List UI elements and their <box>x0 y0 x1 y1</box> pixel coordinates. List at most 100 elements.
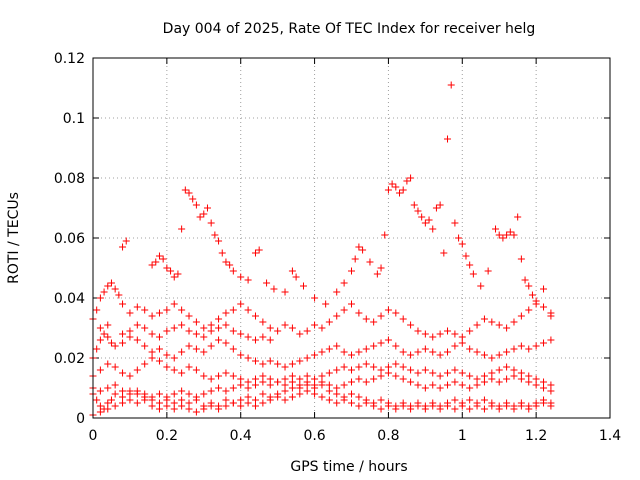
data-point-plus <box>318 378 326 386</box>
data-point-plus <box>141 324 149 332</box>
data-point-plus <box>540 339 548 347</box>
y-tick-label: 0.12 <box>54 51 85 67</box>
data-point-plus <box>392 183 400 191</box>
data-point-plus <box>348 366 355 374</box>
data-points <box>89 81 555 419</box>
data-point-plus <box>178 396 186 404</box>
data-point-plus <box>244 393 252 401</box>
data-point-plus <box>480 372 488 380</box>
data-point-plus <box>540 399 548 407</box>
data-point-plus <box>451 342 459 350</box>
data-point-plus <box>458 402 466 410</box>
data-point-plus <box>226 261 234 269</box>
data-point-plus <box>93 396 101 404</box>
data-point-plus <box>299 282 307 290</box>
data-point-plus <box>96 387 104 395</box>
data-point-plus <box>532 297 540 305</box>
data-point-plus <box>192 330 200 338</box>
data-point-plus <box>148 348 156 356</box>
data-point-plus <box>407 366 415 374</box>
data-point-plus <box>133 336 141 344</box>
data-point-plus <box>222 258 230 266</box>
data-point-plus <box>466 384 474 392</box>
data-point-plus <box>532 381 540 389</box>
data-point-plus <box>148 330 156 338</box>
data-point-plus <box>185 342 193 350</box>
data-point-plus <box>503 402 511 410</box>
data-point-plus <box>370 363 378 371</box>
data-point-plus <box>384 363 392 371</box>
data-point-plus <box>517 342 525 350</box>
data-point-plus <box>237 273 245 281</box>
data-point-plus <box>281 381 289 389</box>
data-point-plus <box>215 237 223 245</box>
x-tick-label: 0.2 <box>156 428 178 444</box>
data-point-plus <box>170 405 178 413</box>
data-point-plus <box>403 177 411 185</box>
data-point-plus <box>119 399 127 407</box>
data-point-plus <box>251 312 259 320</box>
data-point-plus <box>525 372 533 380</box>
data-point-plus <box>170 324 178 332</box>
data-point-plus <box>126 372 134 380</box>
data-point-plus <box>414 402 422 410</box>
data-point-plus <box>388 180 396 188</box>
data-point-plus <box>458 339 466 347</box>
data-point-plus <box>251 249 259 257</box>
data-point-plus <box>488 318 496 326</box>
data-point-plus <box>288 360 296 368</box>
data-point-plus <box>466 396 474 404</box>
data-point-plus <box>292 273 300 281</box>
data-point-plus <box>503 348 511 356</box>
data-point-plus <box>296 357 304 365</box>
data-point-plus <box>141 306 149 314</box>
data-point-plus <box>200 324 208 332</box>
data-point-plus <box>178 225 186 233</box>
y-tick-label: 0.08 <box>54 171 85 187</box>
data-point-plus <box>203 204 211 212</box>
y-tick-label: 0.1 <box>63 111 85 127</box>
grid-lines <box>93 58 610 418</box>
data-point-plus <box>436 405 444 413</box>
data-point-plus <box>229 306 237 314</box>
data-point-plus <box>229 372 237 380</box>
data-point-plus <box>96 366 104 374</box>
data-point-plus <box>111 285 119 293</box>
data-point-plus <box>196 213 204 221</box>
data-point-plus <box>399 402 407 410</box>
data-point-plus <box>104 405 112 413</box>
data-point-plus <box>480 378 488 386</box>
data-point-plus <box>355 375 363 383</box>
data-point-plus <box>174 270 182 278</box>
data-point-plus <box>462 252 470 260</box>
data-point-plus <box>384 336 392 344</box>
data-point-plus <box>281 288 289 296</box>
data-point-plus <box>528 291 536 299</box>
data-point-plus <box>96 408 104 416</box>
data-point-plus <box>270 285 278 293</box>
data-point-plus <box>351 255 359 263</box>
data-point-plus <box>311 351 319 359</box>
data-point-plus <box>399 315 407 323</box>
data-point-plus <box>451 219 459 227</box>
data-point-plus <box>141 393 149 401</box>
data-point-plus <box>370 318 378 326</box>
data-point-plus <box>348 351 355 359</box>
data-point-plus <box>525 405 533 413</box>
data-point-plus <box>303 372 311 380</box>
data-point-plus <box>547 312 555 320</box>
data-point-plus <box>126 327 134 335</box>
data-point-plus <box>414 327 422 335</box>
data-point-plus <box>185 405 193 413</box>
data-point-plus <box>163 402 171 410</box>
data-point-plus <box>133 303 141 311</box>
data-point-plus <box>333 312 341 320</box>
data-point-plus <box>436 372 444 380</box>
data-point-plus <box>322 300 330 308</box>
data-point-plus <box>348 300 355 308</box>
data-point-plus <box>244 306 252 314</box>
data-point-plus <box>222 369 230 377</box>
data-point-plus <box>303 378 311 386</box>
data-point-plus <box>259 360 267 368</box>
